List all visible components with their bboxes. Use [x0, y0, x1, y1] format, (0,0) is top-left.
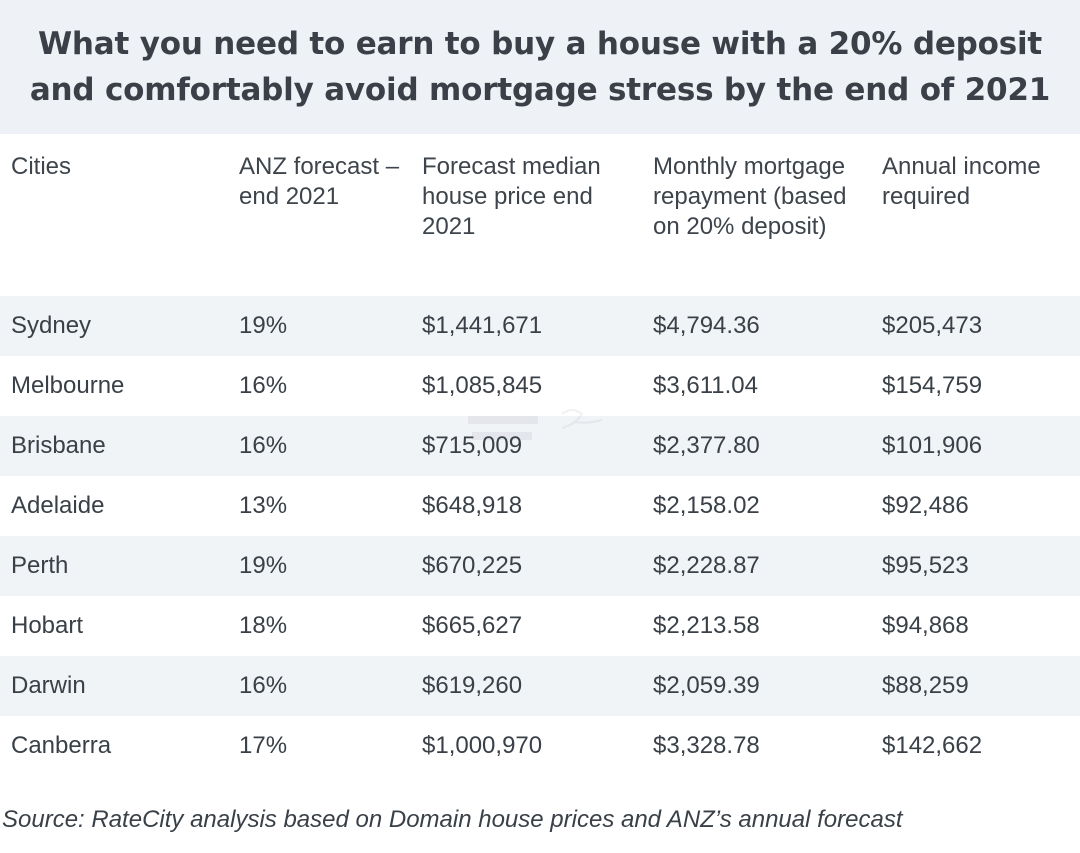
table-header: Cities ANZ forecast – end 2021 Forecast …: [0, 134, 1080, 296]
repayment-cell: $2,059.39: [653, 672, 760, 699]
city-cell: Canberra: [11, 732, 112, 759]
forecast-cell: 18%: [239, 612, 288, 639]
income-cell: $88,259: [882, 672, 969, 699]
price-cell: $1,000,970: [422, 732, 543, 759]
title-band: What you need to earn to buy a house wit…: [0, 0, 1080, 134]
repayment-cell: $2,228.87: [653, 552, 760, 579]
column-header-cities: Cities: [11, 153, 72, 180]
income-cell: $205,473: [882, 312, 983, 339]
repayment-cell: $4,794.36: [653, 312, 760, 339]
city-cell: Brisbane: [11, 432, 106, 459]
forecast-cell: 17%: [239, 732, 288, 759]
forecast-cell: 19%: [239, 552, 288, 579]
repayment-cell: $2,158.02: [653, 492, 760, 519]
income-cell: $94,868: [882, 612, 969, 639]
table-row: Adelaide 13% $648,918 $2,158.02 $92,486: [0, 476, 1080, 536]
city-cell: Perth: [11, 552, 69, 579]
price-cell: $648,918: [422, 492, 523, 519]
table-row: Brisbane 16% $715,009 $2,377.80 $101,906: [0, 416, 1080, 476]
forecast-cell: 19%: [239, 312, 288, 339]
table-header-row: Cities ANZ forecast – end 2021 Forecast …: [0, 134, 1080, 296]
forecast-cell: 16%: [239, 372, 288, 399]
city-cell: Melbourne: [11, 372, 125, 399]
table-row: Sydney 19% $1,441,671 $4,794.36 $205,473: [0, 296, 1080, 356]
price-cell: $715,009: [422, 432, 523, 459]
price-cell: $619,260: [422, 672, 523, 699]
column-header-monthly-repayment: Monthly mortgage repayment (based on 20%…: [653, 153, 847, 240]
income-cell: $142,662: [882, 732, 983, 759]
table-row: Hobart 18% $665,627 $2,213.58 $94,868: [0, 596, 1080, 656]
column-header-annual-income: Annual income required: [882, 153, 1041, 210]
column-header-anz-forecast: ANZ forecast – end 2021: [239, 153, 400, 210]
forecast-cell: 16%: [239, 672, 288, 699]
repayment-cell: $2,213.58: [653, 612, 760, 639]
repayment-cell: $3,328.78: [653, 732, 760, 759]
repayment-cell: $3,611.04: [653, 372, 758, 399]
repayment-cell: $2,377.80: [653, 432, 760, 459]
city-cell: Adelaide: [11, 492, 105, 519]
forecast-cell: 16%: [239, 432, 288, 459]
city-cell: Sydney: [11, 312, 92, 339]
page-title: What you need to earn to buy a house wit…: [29, 26, 1051, 108]
affordability-table: Cities ANZ forecast – end 2021 Forecast …: [0, 134, 1080, 776]
price-cell: $1,441,671: [422, 312, 543, 339]
city-cell: Darwin: [11, 672, 86, 699]
source-note: Source: RateCity analysis based on Domai…: [2, 806, 903, 833]
column-header-median-price: Forecast median house price end 2021: [422, 153, 601, 240]
price-cell: $1,085,845: [422, 372, 543, 399]
income-cell: $95,523: [882, 552, 969, 579]
table-row: Darwin 16% $619,260 $2,059.39 $88,259: [0, 656, 1080, 716]
forecast-cell: 13%: [239, 492, 288, 519]
table-row: Canberra 17% $1,000,970 $3,328.78 $142,6…: [0, 716, 1080, 776]
table-body: Sydney 19% $1,441,671 $4,794.36 $205,473…: [0, 296, 1080, 776]
income-cell: $92,486: [882, 492, 969, 519]
table-row: Melbourne 16% $1,085,845 $3,611.04 $154,…: [0, 356, 1080, 416]
income-cell: $101,906: [882, 432, 983, 459]
price-cell: $665,627: [422, 612, 523, 639]
income-cell: $154,759: [882, 372, 983, 399]
price-cell: $670,225: [422, 552, 523, 579]
city-cell: Hobart: [11, 612, 84, 639]
table-row: Perth 19% $670,225 $2,228.87 $95,523: [0, 536, 1080, 596]
